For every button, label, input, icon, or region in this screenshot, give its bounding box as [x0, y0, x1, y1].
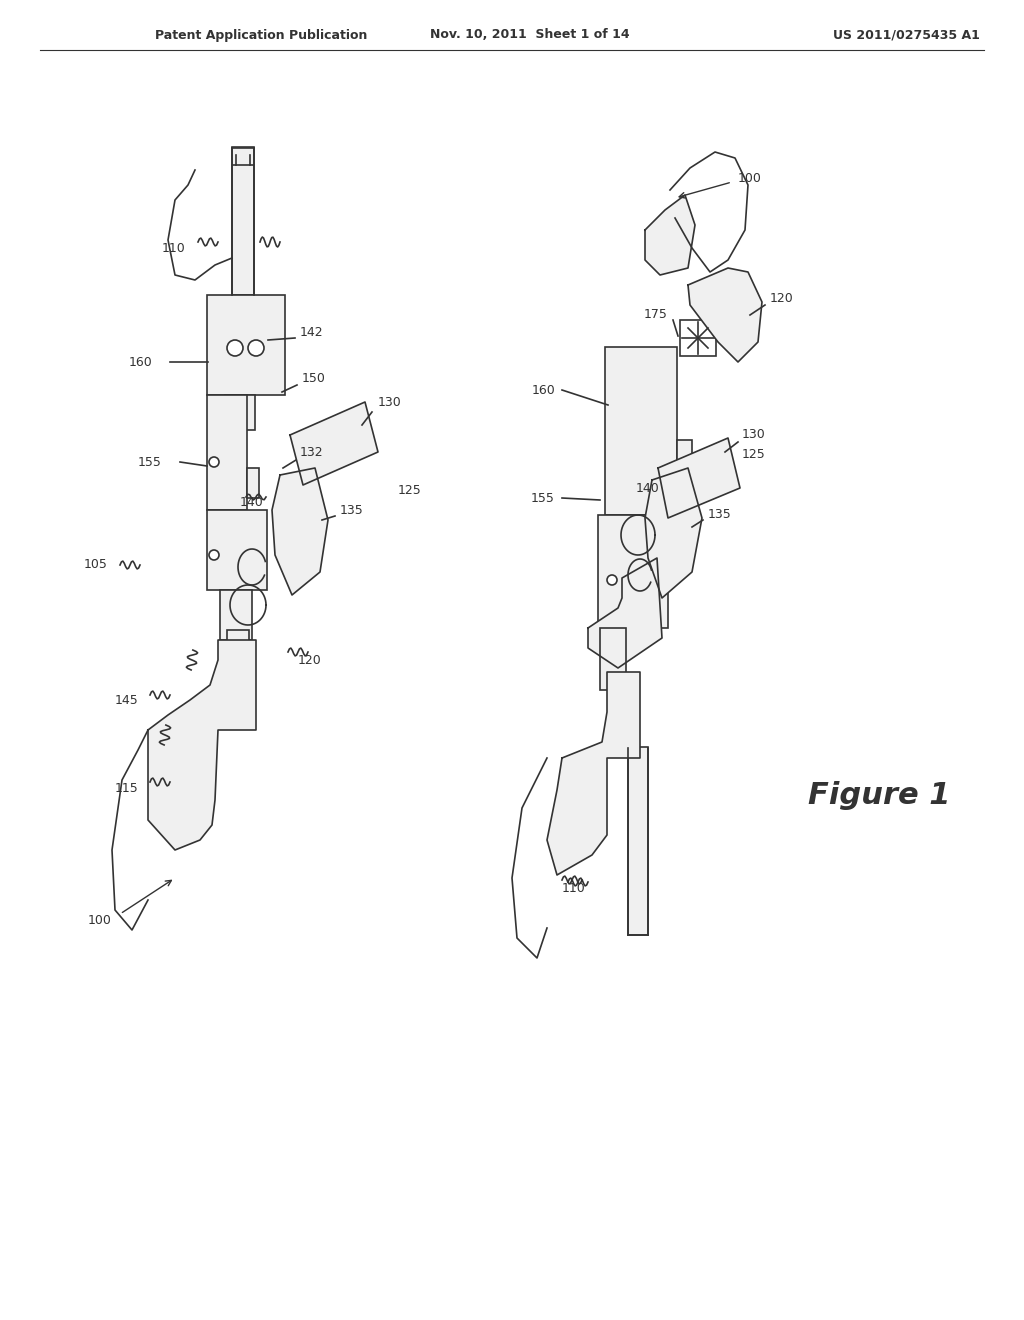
Polygon shape: [645, 469, 702, 598]
Text: Patent Application Publication: Patent Application Publication: [155, 29, 368, 41]
Polygon shape: [588, 558, 662, 668]
Bar: [220, 590, 252, 640]
Text: Nov. 10, 2011  Sheet 1 of 14: Nov. 10, 2011 Sheet 1 of 14: [430, 29, 630, 41]
Text: 135: 135: [340, 503, 364, 516]
Text: 130: 130: [378, 396, 401, 408]
Bar: [628, 747, 648, 935]
Polygon shape: [645, 195, 695, 275]
Circle shape: [209, 457, 219, 467]
Bar: [605, 347, 677, 515]
Bar: [600, 628, 626, 690]
Text: 110: 110: [562, 882, 586, 895]
Text: 150: 150: [302, 371, 326, 384]
Text: 175: 175: [644, 309, 668, 322]
Text: Figure 1: Figure 1: [808, 780, 950, 809]
Polygon shape: [688, 268, 762, 362]
Text: 135: 135: [708, 508, 732, 521]
Text: 160: 160: [531, 384, 555, 396]
Bar: [207, 294, 285, 395]
Circle shape: [209, 550, 219, 560]
Text: 160: 160: [128, 355, 152, 368]
Text: 110: 110: [161, 242, 185, 255]
Polygon shape: [148, 640, 256, 850]
Text: 140: 140: [636, 482, 659, 495]
Text: 105: 105: [84, 558, 108, 572]
Text: 120: 120: [770, 292, 794, 305]
Text: 130: 130: [742, 429, 766, 441]
Polygon shape: [290, 403, 378, 484]
Bar: [598, 515, 668, 628]
Circle shape: [227, 341, 243, 356]
Text: 142: 142: [300, 326, 324, 338]
Text: 125: 125: [742, 449, 766, 462]
Text: 132: 132: [300, 446, 324, 458]
Text: 115: 115: [115, 781, 138, 795]
Text: 120: 120: [298, 653, 322, 667]
Text: 155: 155: [531, 491, 555, 504]
Polygon shape: [658, 438, 740, 517]
Bar: [227, 630, 249, 685]
Bar: [232, 147, 254, 294]
Text: 155: 155: [138, 455, 162, 469]
Bar: [680, 319, 716, 356]
Polygon shape: [272, 469, 328, 595]
Bar: [207, 510, 267, 590]
Text: US 2011/0275435 A1: US 2011/0275435 A1: [834, 29, 980, 41]
Circle shape: [607, 576, 617, 585]
Polygon shape: [547, 672, 640, 875]
Text: 140: 140: [240, 495, 264, 508]
Text: 125: 125: [398, 483, 422, 496]
Bar: [225, 395, 255, 430]
Text: 100: 100: [738, 172, 762, 185]
Bar: [677, 440, 692, 480]
Bar: [207, 395, 247, 510]
Circle shape: [248, 341, 264, 356]
Text: 100: 100: [88, 913, 112, 927]
Bar: [247, 469, 259, 498]
Bar: [668, 550, 680, 579]
Text: 145: 145: [115, 693, 138, 706]
